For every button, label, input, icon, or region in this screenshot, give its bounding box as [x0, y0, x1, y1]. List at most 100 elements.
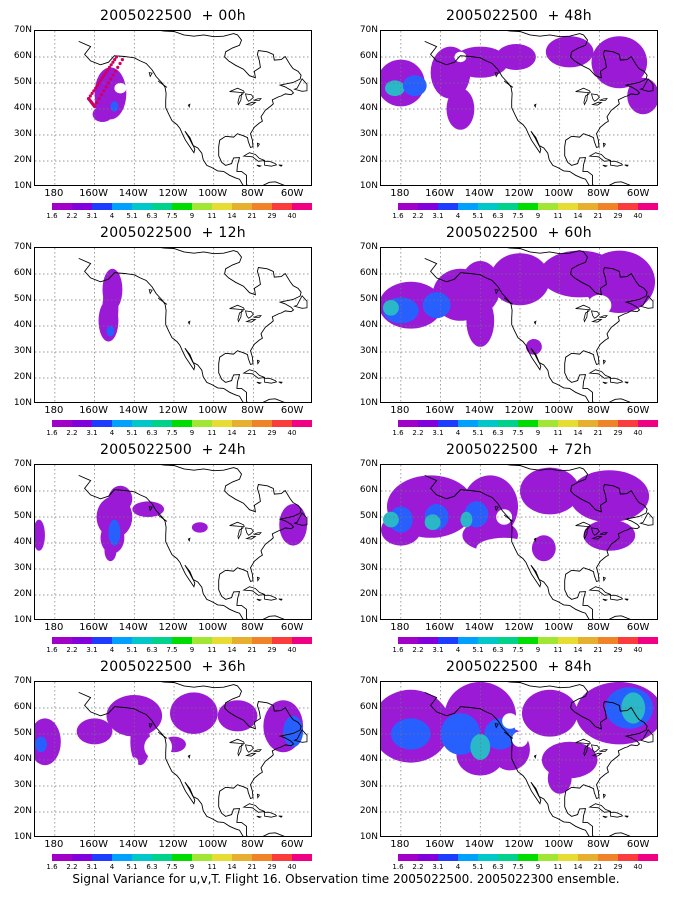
coastline [244, 527, 254, 536]
coastline [187, 754, 191, 760]
coastline [506, 465, 648, 619]
colorbar-label: 3.1 [432, 212, 444, 220]
panel-title: 2005022500 + 00h [100, 8, 246, 24]
observation-point [88, 94, 92, 98]
latitude-label: 30N [13, 346, 32, 356]
colorbar-swatch [272, 420, 292, 427]
longitude-label: 120W [504, 405, 534, 416]
longitude-label: 140W [464, 188, 494, 199]
colorbar-swatch [538, 637, 558, 644]
map-panel: 2005022500 + 00h 70N 60N 50N 40N 30N 20N 10N 180… [0, 0, 346, 220]
latitude-label: 30N [359, 563, 378, 573]
variance-contour [170, 692, 218, 734]
colorbar-label: 5.1 [472, 212, 484, 220]
colorbar-label: 1.6 [392, 863, 404, 871]
latitude-label: 50N [359, 511, 378, 521]
coastline [256, 359, 260, 365]
colorbar-label: 14 [573, 863, 583, 871]
colorbar-swatch [578, 420, 598, 427]
colorbar-swatch [292, 637, 312, 644]
longitude-label: 140W [118, 622, 148, 633]
colorbar-label: 6.3 [146, 212, 158, 220]
colorbar-swatch [638, 203, 658, 210]
coastline [278, 598, 283, 601]
colorbar-label: 3.1 [86, 429, 98, 437]
coastline [583, 744, 590, 757]
coastline [624, 381, 629, 384]
colorbar-swatch [538, 854, 558, 861]
latitude-label: 60N [359, 268, 378, 278]
latitude-label: 40N [359, 537, 378, 547]
coastline [599, 98, 608, 101]
colorbar-label: 40 [287, 429, 297, 437]
observation-point [104, 71, 108, 75]
coastline [157, 297, 168, 305]
colorbar-swatch [72, 203, 92, 210]
longitude-label: 120W [158, 839, 188, 850]
latitude-label: 60N [13, 51, 32, 61]
colorbar-label: 4 [109, 863, 115, 871]
colorbar-swatch [112, 203, 132, 210]
coastline [639, 78, 654, 92]
map-panel: 2005022500 + 72h 70N 60N 50N 40N 30N 20N 10N 180… [346, 434, 692, 654]
coastline [639, 512, 654, 526]
latitude-label: 10N [13, 615, 32, 625]
coastline [229, 87, 245, 93]
colorbar-label: 11 [207, 863, 217, 871]
longitude-label: 160W [79, 405, 109, 416]
colorbar-swatch [232, 637, 252, 644]
colorbar-swatch [498, 854, 518, 861]
colorbar-swatch [398, 854, 418, 861]
longitude-label: 100W [198, 405, 228, 416]
latitude-label: 50N [359, 294, 378, 304]
colorbar-swatch [578, 854, 598, 861]
coastline [602, 142, 606, 148]
colorbar-swatch [132, 420, 152, 427]
colorbar-label: 29 [613, 212, 623, 220]
colorbar-swatch [618, 854, 638, 861]
longitude-label: 100W [198, 188, 228, 199]
colorbar-swatch [458, 637, 478, 644]
longitude-label: 80W [587, 405, 610, 416]
observation-point [118, 61, 122, 66]
coastline [253, 98, 262, 101]
colorbar-label: 6.3 [492, 646, 504, 654]
colorbar-swatch [458, 854, 478, 861]
variance-contour [390, 718, 431, 750]
colorbar-swatch [558, 854, 578, 861]
coastline [293, 78, 308, 92]
latitude-label: 40N [359, 103, 378, 113]
coastline [157, 731, 168, 739]
colorbar-label: 3.1 [86, 212, 98, 220]
colorbar-label: 21 [247, 646, 257, 654]
latitude-label: 50N [359, 728, 378, 738]
longitude-label: 100W [544, 405, 574, 416]
coastline [575, 738, 591, 744]
figure-caption: Signal Variance for u,v,T. Flight 16. Ob… [72, 872, 620, 886]
observation-point [102, 89, 106, 93]
variance-shading [35, 692, 304, 768]
colorbar-label: 40 [633, 429, 643, 437]
colorbar-swatch [192, 854, 212, 861]
colorbar-swatch [232, 854, 252, 861]
variance-contour [545, 36, 594, 68]
latitude-label: 70N [359, 242, 378, 252]
variance-contour [452, 46, 509, 78]
variance-contour [110, 101, 119, 112]
colorbar-swatch [92, 420, 112, 427]
colorbar [52, 203, 312, 210]
observation-point [97, 97, 101, 101]
latitude-label: 10N [359, 181, 378, 191]
colorbar-swatch [292, 854, 312, 861]
low-variance-gap [476, 537, 532, 559]
latitude-label: 70N [13, 25, 32, 35]
colorbar-label: 29 [267, 863, 277, 871]
coastline [229, 521, 245, 527]
observation-point [106, 68, 110, 72]
coastline [533, 320, 537, 326]
coastline [624, 598, 629, 601]
coastline [148, 723, 153, 729]
colorbar-swatch [252, 637, 272, 644]
colorbar-swatch [638, 420, 658, 427]
map-canvas [381, 682, 657, 836]
